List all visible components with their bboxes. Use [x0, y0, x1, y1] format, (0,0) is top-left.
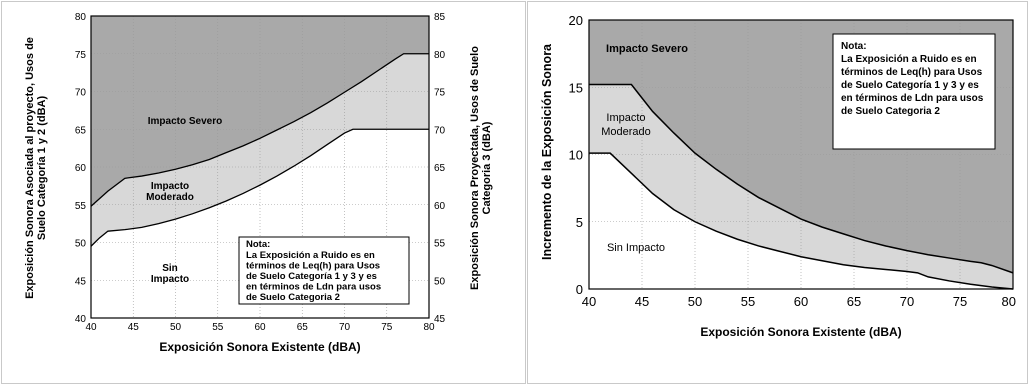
- right-note-line: términos de Leq(h) para Usos: [841, 67, 983, 78]
- y-tick-label: 0: [576, 282, 583, 297]
- left-y2-tick-labels: 45 50 55 60 65 70 75 80 85: [434, 12, 446, 325]
- y-tick-label: 65: [75, 125, 87, 136]
- left-note-title: Nota:: [246, 239, 270, 250]
- axis-label-line: Suelo Categoría 1 y 2 (dBA): [36, 96, 48, 241]
- y-tick-label: 70: [75, 88, 87, 99]
- y2-tick-label: 80: [434, 50, 446, 61]
- left-zone-label-none-1: Sin: [162, 263, 178, 274]
- right-chart-boundaries: [589, 83, 1014, 290]
- series-line-moderate: [90, 128, 429, 247]
- series-line-severe: [589, 83, 1014, 274]
- y-tick-label: 60: [75, 163, 87, 174]
- x-tick-label: 45: [128, 322, 140, 333]
- right-zone-label-moderate-1: Impacto: [606, 112, 645, 124]
- left-note-box: Nota: La Exposición a Ruido es en términ…: [238, 236, 410, 305]
- left-zone-label-severe: Impacto Severo: [148, 116, 222, 127]
- x-tick-label: 70: [339, 322, 351, 333]
- right-zone-label-moderate-2: Moderado: [601, 126, 651, 138]
- left-note-line: La Exposición a Ruido es en: [246, 250, 375, 261]
- x-tick-label: 80: [423, 322, 435, 333]
- right-zone-none: [589, 153, 1013, 289]
- x-tick-label: 50: [170, 322, 182, 333]
- left-y-axis-label: Exposición Sonora Asociada al proyecto, …: [24, 37, 48, 299]
- y2-tick-label: 75: [434, 88, 446, 99]
- x-tick-label: 40: [582, 294, 596, 309]
- y-tick-label: 15: [569, 80, 583, 95]
- y-tick-label: 75: [75, 50, 87, 61]
- y-tick-label: 10: [569, 148, 583, 163]
- x-tick-label: 60: [794, 294, 808, 309]
- right-x-tick-labels: 40 45 50 55 60 65 70 75 80: [582, 294, 1016, 309]
- y-tick-label: 5: [576, 215, 583, 230]
- x-tick-label: 80: [1002, 294, 1016, 309]
- y-tick-label: 40: [75, 314, 87, 325]
- left-x-tick-labels: 40 45 50 55 60 65 70 75 80: [85, 322, 435, 333]
- left-note-line: en términos de Ldn para usos: [246, 282, 381, 293]
- x-tick-label: 65: [297, 322, 309, 333]
- right-zone-label-none: Sin Impacto: [607, 242, 665, 254]
- left-y-tick-labels: 40 45 50 55 60 65 70 75 80: [75, 12, 87, 325]
- y2-tick-label: 55: [434, 239, 446, 250]
- right-note-title: Nota:: [841, 41, 867, 52]
- x-tick-label: 70: [900, 294, 914, 309]
- left-zone-label-none-2: Impacto: [151, 274, 189, 285]
- x-tick-label: 50: [688, 294, 702, 309]
- right-note-line: de Suelo Categoría 1 y 3 y es: [841, 80, 979, 91]
- y2-tick-label: 70: [434, 125, 446, 136]
- y-tick-label: 55: [75, 201, 87, 212]
- y2-tick-label: 65: [434, 163, 446, 174]
- right-plot-frame: [588, 19, 1014, 290]
- right-zone-label-severe: Impacto Severo: [606, 43, 688, 55]
- right-y-tick-labels: 0 5 10 15 20: [569, 13, 583, 297]
- left-y2-axis-label: Exposición Sonora Proyectada, Usos de Su…: [469, 46, 493, 290]
- right-x-axis-label: Exposición Sonora Existente (dBA): [700, 325, 901, 339]
- axis-label-line: Exposición Sonora Asociada al proyecto, …: [24, 37, 36, 299]
- axis-label-line: Categoria 3 (dBA): [481, 121, 493, 214]
- axis-label-line: Exposición Sonora Proyectada, Usos de Su…: [469, 46, 481, 290]
- y-tick-label: 80: [75, 12, 87, 23]
- y2-tick-label: 50: [434, 276, 446, 287]
- y2-tick-label: 85: [434, 12, 446, 23]
- left-chart-boundaries: [90, 53, 429, 247]
- right-note-line: de Suelo Categoria 2: [841, 106, 940, 117]
- x-tick-label: 55: [212, 322, 224, 333]
- left-zone-label-moderate-1: Impacto: [151, 181, 189, 192]
- left-note-line: términos de Leq(h) para Usos: [246, 261, 380, 272]
- left-x-axis-label: Exposición Sonora Existente (dBA): [159, 340, 360, 354]
- y2-tick-label: 45: [434, 314, 446, 325]
- series-line-none: [589, 152, 1014, 290]
- left-plot-frame: [90, 15, 430, 319]
- y-tick-label: 50: [75, 239, 87, 250]
- right-y-axis-label: Incremento de la Exposición Sonora: [540, 43, 554, 260]
- y-tick-label: 45: [75, 276, 87, 287]
- x-tick-label: 55: [741, 294, 755, 309]
- x-tick-label: 45: [635, 294, 649, 309]
- series-line-severe: [90, 53, 429, 207]
- x-tick-label: 60: [254, 322, 266, 333]
- left-note-line: de Suelo Categoría 1 y 3 y es: [246, 271, 377, 282]
- y2-tick-label: 60: [434, 201, 446, 212]
- right-note-line: La Exposición a Ruido es en: [841, 54, 977, 65]
- right-note-line: en términos de Ldn para usos: [841, 93, 984, 104]
- x-tick-label: 75: [953, 294, 967, 309]
- x-tick-label: 65: [847, 294, 861, 309]
- y-tick-label: 20: [569, 13, 583, 28]
- left-note-line: de Suelo Categoria 2: [246, 292, 340, 303]
- left-zone-label-moderate-2: Moderado: [146, 192, 194, 203]
- right-note-box: Nota: La Exposición a Ruido es en términ…: [832, 33, 996, 150]
- x-tick-label: 40: [85, 322, 97, 333]
- x-tick-label: 75: [381, 322, 393, 333]
